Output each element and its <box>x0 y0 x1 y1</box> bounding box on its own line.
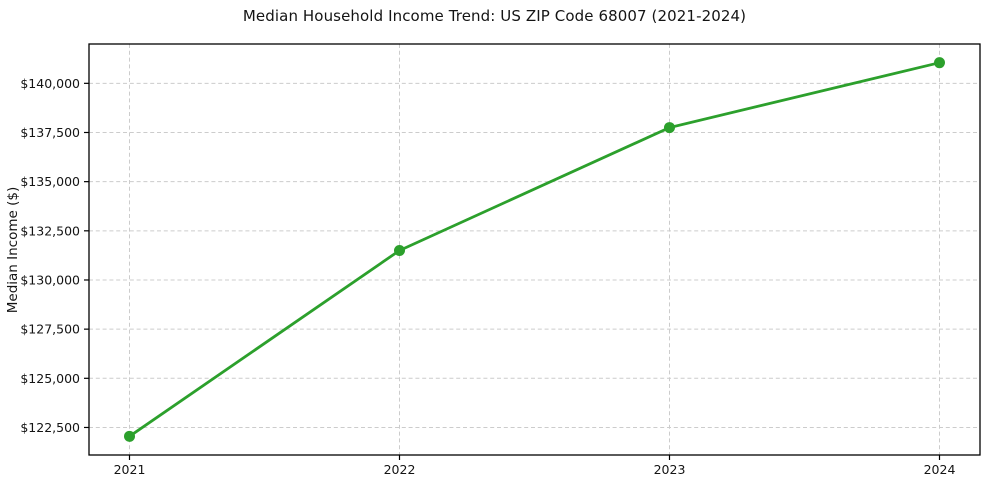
data-point-2021 <box>124 430 135 442</box>
data-point-2024 <box>934 57 945 69</box>
y-tick-label: $137,500 <box>20 125 80 140</box>
x-tick-label: 2023 <box>654 462 686 477</box>
y-tick-label: $135,000 <box>20 174 80 189</box>
data-point-2023 <box>664 122 675 134</box>
axes-border <box>88 43 981 456</box>
y-tick-label: $132,500 <box>20 223 80 238</box>
trend-line <box>128 61 941 438</box>
y-tick-label: $125,000 <box>20 371 80 386</box>
x-tick-label: 2022 <box>384 462 416 477</box>
chart-title: Median Household Income Trend: US ZIP Co… <box>242 7 747 25</box>
x-tick-label: 2024 <box>924 462 956 477</box>
y-tick-label: $127,500 <box>20 322 80 337</box>
y-tick-label: $140,000 <box>20 76 80 91</box>
y-tick-label: $122,500 <box>20 420 80 435</box>
x-tick-label: 2021 <box>114 462 146 477</box>
data-point-2022 <box>394 244 405 256</box>
y-tick-label: $130,000 <box>20 272 80 287</box>
